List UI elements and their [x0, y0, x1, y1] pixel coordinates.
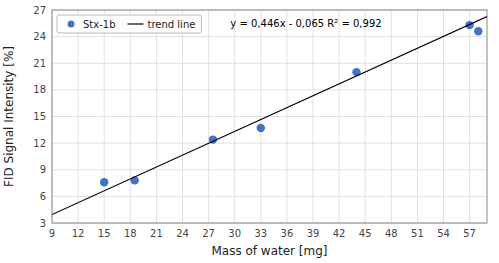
y-grid-line — [52, 143, 487, 144]
scatter-point — [257, 124, 265, 132]
x-tick-label: 45 — [359, 228, 372, 239]
legend-swatch — [128, 23, 144, 24]
marks — [52, 17, 487, 215]
x-tick-label: 27 — [202, 228, 215, 239]
y-tick-label: 15 — [33, 111, 46, 122]
y-tick-label: 27 — [33, 5, 46, 16]
x-tick-label: 24 — [176, 228, 189, 239]
y-tick-label: 3 — [40, 218, 46, 229]
legend-swatch — [68, 21, 75, 28]
scatter-point — [474, 27, 482, 35]
x-tick-label: 42 — [333, 228, 346, 239]
x-axis-label: Mass of water [mg] — [211, 244, 327, 258]
x-tick-label: 57 — [463, 228, 476, 239]
x-tick-label: 21 — [150, 228, 163, 239]
y-grid-line — [52, 36, 487, 37]
x-tick-label: 15 — [98, 228, 111, 239]
x-tick-label: 48 — [385, 228, 398, 239]
legend-box — [57, 15, 201, 33]
x-tick-label: 39 — [307, 228, 320, 239]
y-grid-line — [52, 89, 487, 90]
y-tick-label: 24 — [33, 31, 46, 42]
x-tick-label: 36 — [281, 228, 294, 239]
y-tick-label: 21 — [33, 58, 46, 69]
x-tick-label: 9 — [49, 228, 55, 239]
x-tick-label: 51 — [411, 228, 424, 239]
plot-frame — [52, 10, 487, 223]
legend-label: Stx-1b — [83, 19, 116, 30]
y-tick-label: 12 — [33, 138, 46, 149]
scatter-point — [100, 178, 108, 186]
chart: 9121518212427303336394245485154573691215… — [0, 0, 499, 263]
x-tick-label: 33 — [254, 228, 267, 239]
y-tick-label: 9 — [40, 164, 46, 175]
grid — [52, 10, 487, 223]
x-tick-label: 18 — [124, 228, 137, 239]
legend: Stx-1b trend line — [57, 15, 201, 33]
y-grid-line — [52, 196, 487, 197]
x-tick-label: 12 — [72, 228, 85, 239]
y-tick-label: 18 — [33, 84, 46, 95]
legend-label: trend line — [148, 19, 196, 30]
y-grid-line — [52, 63, 487, 64]
y-tick-label: 6 — [40, 191, 46, 202]
x-tick-label: 54 — [437, 228, 450, 239]
trend-line — [52, 17, 487, 215]
plot-area — [52, 10, 487, 223]
equation-annotation: y = 0,446x - 0,065 R² = 0,992 — [230, 18, 381, 29]
y-grid-line — [52, 169, 487, 170]
x-tick-label: 30 — [228, 228, 241, 239]
y-axis-label: FID Signal Intensity [%] — [2, 46, 16, 187]
